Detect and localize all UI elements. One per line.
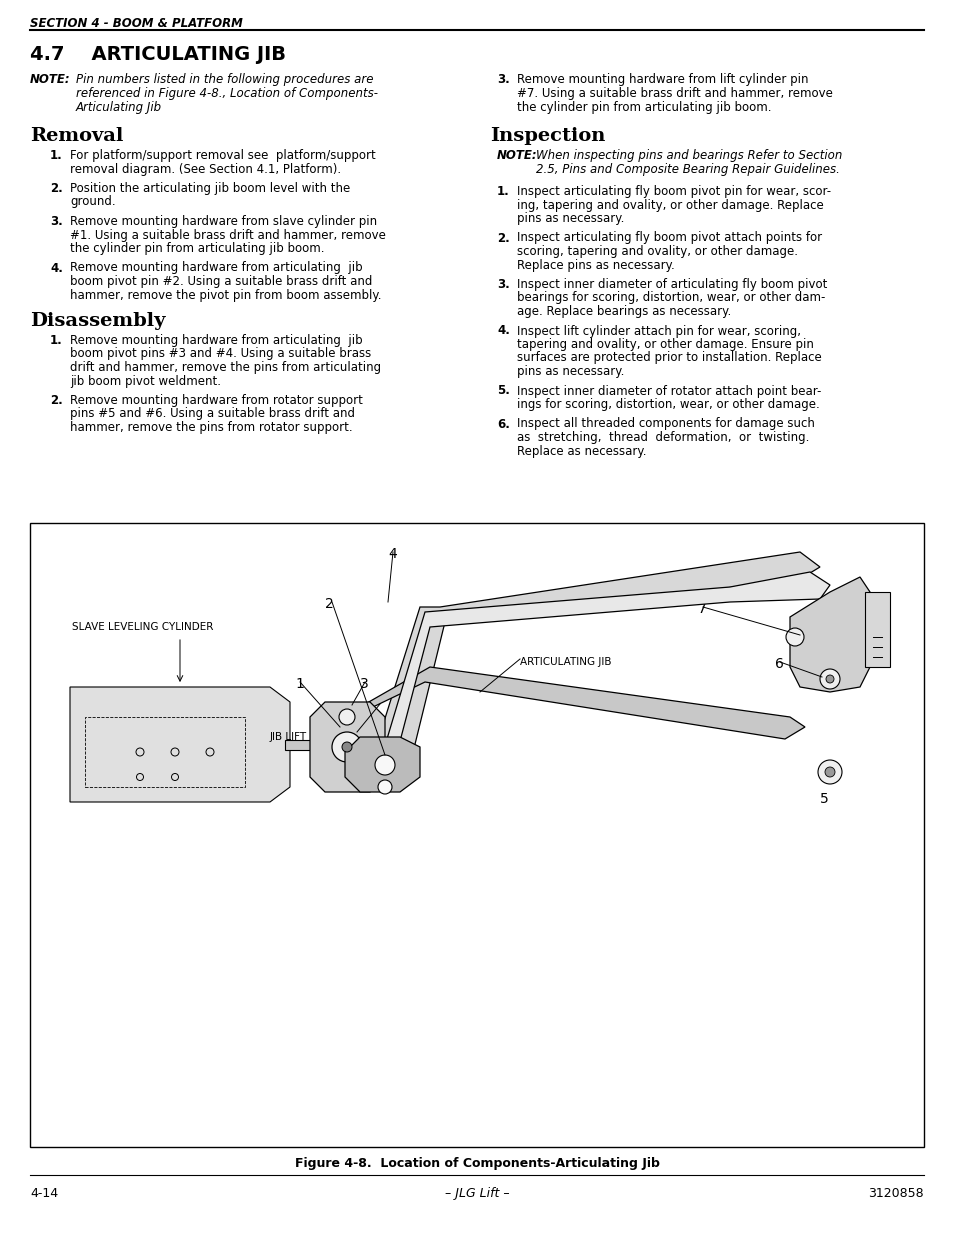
- Text: 1.: 1.: [50, 149, 63, 162]
- Text: 2: 2: [325, 597, 334, 611]
- Text: removal diagram. (See Section 4.1, Platform).: removal diagram. (See Section 4.1, Platf…: [70, 163, 341, 175]
- Text: the cylinder pin from articulating jib boom.: the cylinder pin from articulating jib b…: [517, 101, 771, 114]
- Text: Figure 4-8.  Location of Components-Articulating Jib: Figure 4-8. Location of Components-Artic…: [294, 1157, 659, 1170]
- Text: For platform/support removal see  platform/support: For platform/support removal see platfor…: [70, 149, 375, 162]
- Text: When inspecting pins and bearings Refer to Section: When inspecting pins and bearings Refer …: [536, 149, 841, 162]
- Text: 2.: 2.: [50, 394, 63, 408]
- Text: 3.: 3.: [497, 73, 509, 86]
- Text: Replace as necessary.: Replace as necessary.: [517, 445, 646, 457]
- Text: NOTE:: NOTE:: [497, 149, 537, 162]
- Text: SECTION 4 - BOOM & PLATFORM: SECTION 4 - BOOM & PLATFORM: [30, 17, 243, 30]
- Text: 4-14: 4-14: [30, 1187, 58, 1200]
- Text: Removal: Removal: [30, 127, 123, 144]
- Polygon shape: [345, 667, 804, 739]
- Text: Remove mounting hardware from slave cylinder pin: Remove mounting hardware from slave cyli…: [70, 215, 376, 228]
- Text: 6: 6: [774, 657, 783, 671]
- Text: Disassembly: Disassembly: [30, 312, 165, 330]
- Text: pins #5 and #6. Using a suitable brass drift and: pins #5 and #6. Using a suitable brass d…: [70, 408, 355, 420]
- Text: Inspection: Inspection: [490, 127, 605, 144]
- Text: 2.: 2.: [50, 182, 63, 195]
- Text: Inspect inner diameter of articulating fly boom pivot: Inspect inner diameter of articulating f…: [517, 278, 826, 291]
- Text: 4: 4: [388, 547, 396, 561]
- Text: age. Replace bearings as necessary.: age. Replace bearings as necessary.: [517, 305, 731, 317]
- Text: 2.5, Pins and Composite Bearing Repair Guidelines.: 2.5, Pins and Composite Bearing Repair G…: [536, 163, 839, 177]
- Text: Position the articulating jib boom level with the: Position the articulating jib boom level…: [70, 182, 350, 195]
- Text: Pin numbers listed in the following procedures are: Pin numbers listed in the following proc…: [76, 73, 374, 86]
- Circle shape: [817, 760, 841, 784]
- Text: 5: 5: [820, 792, 828, 806]
- Polygon shape: [70, 687, 290, 802]
- Text: referenced in Figure 4-8., Location of Components-: referenced in Figure 4-8., Location of C…: [76, 86, 377, 100]
- Text: 1.: 1.: [497, 185, 509, 198]
- Polygon shape: [864, 592, 889, 667]
- Text: Remove mounting hardware from lift cylinder pin: Remove mounting hardware from lift cylin…: [517, 73, 807, 86]
- Circle shape: [785, 629, 803, 646]
- Bar: [85, 718, 245, 787]
- Text: scoring, tapering and ovality, or other damage.: scoring, tapering and ovality, or other …: [517, 245, 797, 258]
- Polygon shape: [789, 577, 869, 692]
- Text: 1.: 1.: [50, 333, 63, 347]
- Circle shape: [825, 676, 833, 683]
- Text: ing, tapering and ovality, or other damage. Replace: ing, tapering and ovality, or other dama…: [517, 199, 822, 211]
- Polygon shape: [310, 701, 385, 792]
- Text: Inspect inner diameter of rotator attach point bear-: Inspect inner diameter of rotator attach…: [517, 384, 821, 398]
- Text: 1: 1: [294, 677, 304, 692]
- Text: boom pivot pin #2. Using a suitable brass drift and: boom pivot pin #2. Using a suitable bras…: [70, 275, 372, 288]
- Text: SLAVE LEVELING CYLINDER: SLAVE LEVELING CYLINDER: [71, 622, 213, 632]
- Text: the cylinder pin from articulating jib boom.: the cylinder pin from articulating jib b…: [70, 242, 324, 254]
- Text: #1. Using a suitable brass drift and hammer, remove: #1. Using a suitable brass drift and ham…: [70, 228, 385, 242]
- Text: 5.: 5.: [497, 384, 509, 398]
- Polygon shape: [285, 740, 339, 750]
- Text: ings for scoring, distortion, wear, or other damage.: ings for scoring, distortion, wear, or o…: [517, 398, 819, 411]
- Text: Inspect articulating fly boom pivot attach points for: Inspect articulating fly boom pivot atta…: [517, 231, 821, 245]
- Text: Inspect articulating fly boom pivot pin for wear, scor-: Inspect articulating fly boom pivot pin …: [517, 185, 830, 198]
- Text: 3: 3: [359, 677, 369, 692]
- Text: drift and hammer, remove the pins from articulating: drift and hammer, remove the pins from a…: [70, 361, 381, 374]
- Text: ARTICULATING JIB: ARTICULATING JIB: [519, 657, 611, 667]
- Text: 6.: 6.: [497, 417, 509, 431]
- Text: #7. Using a suitable brass drift and hammer, remove: #7. Using a suitable brass drift and ham…: [517, 86, 832, 100]
- Text: 2.: 2.: [497, 231, 509, 245]
- Polygon shape: [345, 737, 419, 792]
- Circle shape: [375, 755, 395, 776]
- Text: as  stretching,  thread  deformation,  or  twisting.: as stretching, thread deformation, or tw…: [517, 431, 808, 445]
- Circle shape: [341, 742, 352, 752]
- Polygon shape: [375, 572, 829, 787]
- Text: pins as necessary.: pins as necessary.: [517, 366, 623, 378]
- Polygon shape: [365, 552, 820, 785]
- Text: NOTE:: NOTE:: [30, 73, 71, 86]
- Text: boom pivot pins #3 and #4. Using a suitable brass: boom pivot pins #3 and #4. Using a suita…: [70, 347, 371, 361]
- Text: 4.7    ARTICULATING JIB: 4.7 ARTICULATING JIB: [30, 44, 286, 64]
- Bar: [30, 522, 923, 1147]
- Text: JIB LIFT CYLINDER: JIB LIFT CYLINDER: [270, 732, 361, 742]
- Text: Remove mounting hardware from articulating  jib: Remove mounting hardware from articulati…: [70, 262, 362, 274]
- Text: pins as necessary.: pins as necessary.: [517, 212, 623, 225]
- Text: hammer, remove the pivot pin from boom assembly.: hammer, remove the pivot pin from boom a…: [70, 289, 381, 301]
- Text: 4.: 4.: [50, 262, 63, 274]
- Circle shape: [820, 669, 840, 689]
- Text: surfaces are protected prior to installation. Replace: surfaces are protected prior to installa…: [517, 352, 821, 364]
- Text: jib boom pivot weldment.: jib boom pivot weldment.: [70, 374, 221, 388]
- Circle shape: [338, 709, 355, 725]
- Text: ground.: ground.: [70, 195, 115, 209]
- Text: Inspect all threaded components for damage such: Inspect all threaded components for dama…: [517, 417, 814, 431]
- Text: 3.: 3.: [497, 278, 509, 291]
- Text: Remove mounting hardware from articulating  jib: Remove mounting hardware from articulati…: [70, 333, 362, 347]
- Circle shape: [377, 781, 392, 794]
- Text: – JLG Lift –: – JLG Lift –: [444, 1187, 509, 1200]
- Circle shape: [332, 732, 361, 762]
- Text: Inspect lift cylinder attach pin for wear, scoring,: Inspect lift cylinder attach pin for wea…: [517, 325, 801, 337]
- Circle shape: [824, 767, 834, 777]
- Text: Articulating Jib: Articulating Jib: [76, 101, 162, 114]
- Text: 7: 7: [698, 601, 706, 616]
- Text: Replace pins as necessary.: Replace pins as necessary.: [517, 258, 674, 272]
- Text: bearings for scoring, distortion, wear, or other dam-: bearings for scoring, distortion, wear, …: [517, 291, 824, 305]
- Text: tapering and ovality, or other damage. Ensure pin: tapering and ovality, or other damage. E…: [517, 338, 813, 351]
- Text: hammer, remove the pins from rotator support.: hammer, remove the pins from rotator sup…: [70, 421, 353, 433]
- Text: Remove mounting hardware from rotator support: Remove mounting hardware from rotator su…: [70, 394, 362, 408]
- Text: 3.: 3.: [50, 215, 63, 228]
- Text: 4.: 4.: [497, 325, 509, 337]
- Text: 3120858: 3120858: [867, 1187, 923, 1200]
